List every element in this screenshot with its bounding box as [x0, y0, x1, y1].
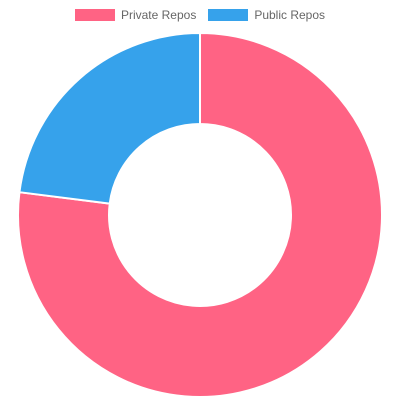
doughnut-slice-private-repos[interactable]: [17, 31, 383, 398]
legend-label-public-repos: Public Repos: [254, 8, 326, 22]
legend-swatch-private-repos: [74, 9, 115, 21]
legend-item-private-repos[interactable]: Private Repos: [74, 8, 197, 22]
legend-swatch-public-repos: [208, 9, 249, 21]
doughnut-slice-public-repos[interactable]: [18, 31, 201, 205]
legend-label-private-repos: Private Repos: [120, 8, 197, 22]
chart-legend: Private Repos Public Repos: [0, 8, 400, 22]
legend-item-public-repos[interactable]: Public Repos: [208, 8, 325, 22]
